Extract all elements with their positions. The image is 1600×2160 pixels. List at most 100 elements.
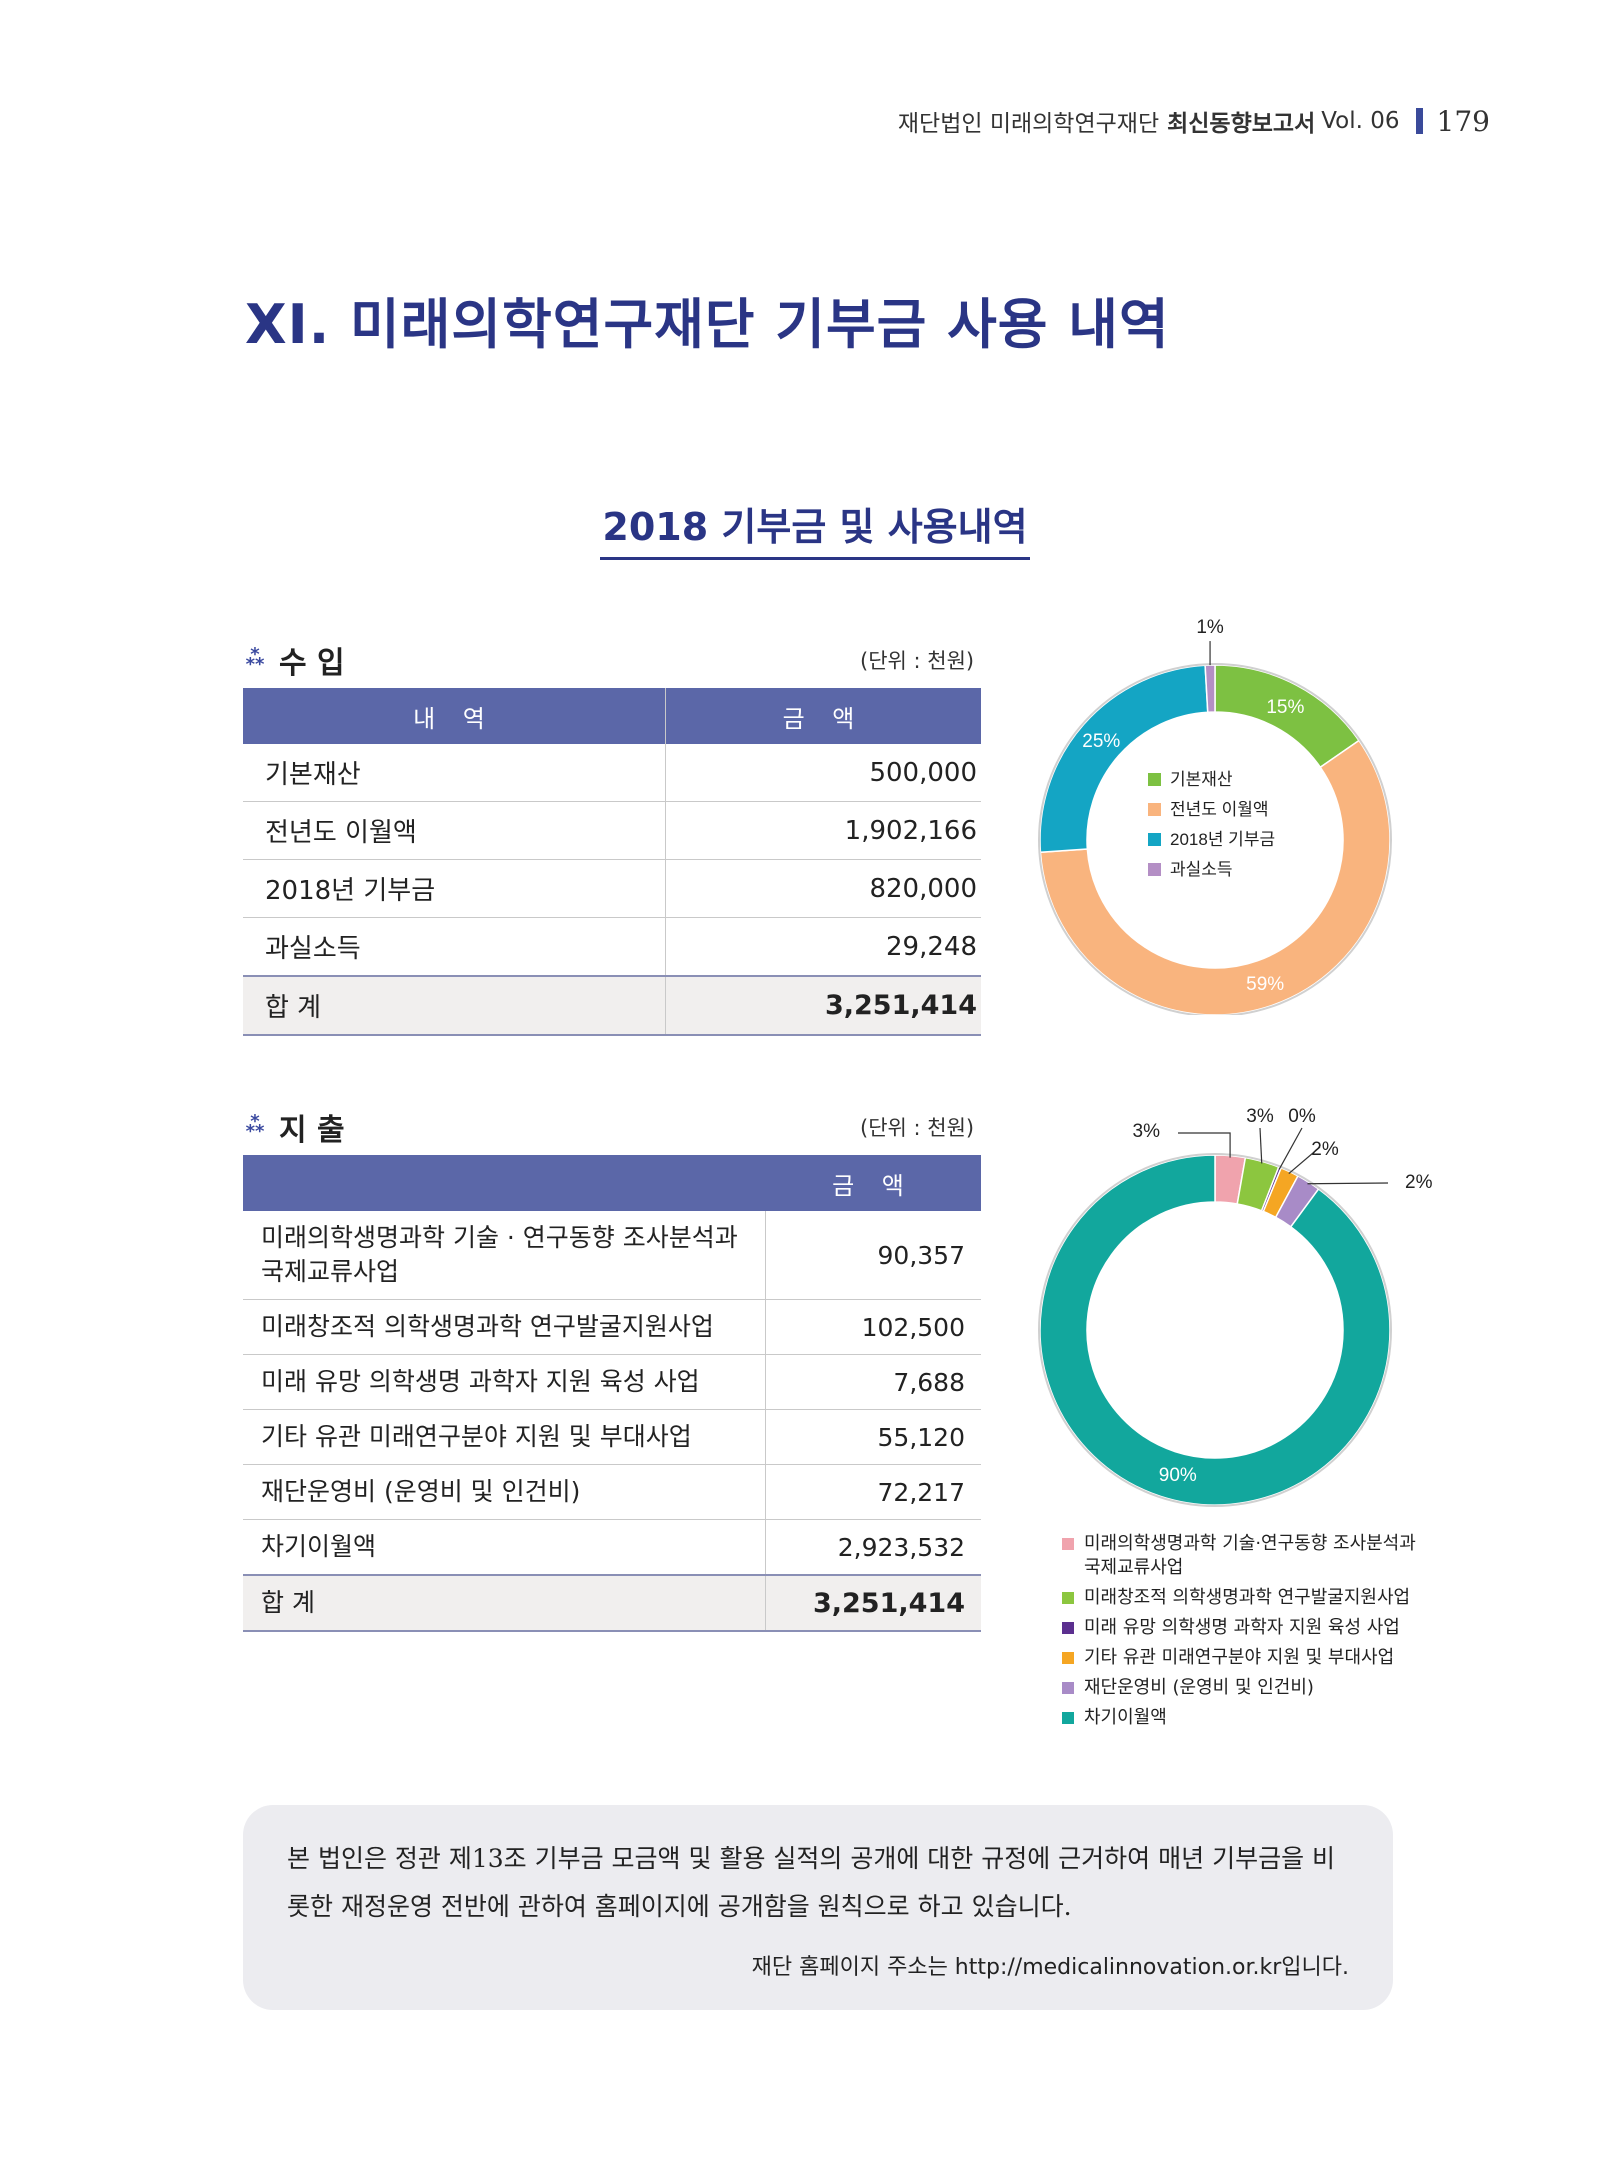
legend-swatch: [1148, 773, 1161, 786]
table-row: 미래창조적 의학생명과학 연구발굴지원사업 102,500: [243, 1299, 981, 1355]
page-number: 179: [1436, 104, 1490, 138]
legend-label: 재단운영비 (운영비 및 인건비): [1084, 1677, 1314, 1698]
legend-item: 미래 유망 의학생명 과학자 지원 육성 사업: [1062, 1616, 1416, 1640]
expense-heading: * ** 지 출: [243, 1105, 345, 1149]
header-divider: [1415, 108, 1423, 134]
row-label: 과실소득: [243, 917, 666, 977]
row-value: 90,357: [764, 1211, 981, 1300]
legend-swatch: [1062, 1622, 1074, 1634]
expense-unit: (단위 : 천원): [860, 1116, 975, 1140]
asterisk-icon: * **: [245, 644, 265, 675]
income-slice-1: [1039, 739, 1391, 1015]
expense-pct-label-0: 3%: [1133, 1121, 1161, 1142]
section-subtitle: 2018 기부금 및 사용내역: [0, 496, 1600, 560]
row-value: 1,902,166: [665, 801, 981, 860]
income-slice-3: [1204, 664, 1216, 713]
table-row: 전년도 이월액 1,902,166: [243, 801, 981, 860]
expense-leader-line: [1259, 1127, 1263, 1164]
expense-slice-5: [1039, 1154, 1391, 1506]
legend-item: 재단운영비 (운영비 및 인건비): [1062, 1676, 1416, 1700]
legend-label: 미래창조적 의학생명과학 연구발굴지원사업: [1084, 1587, 1411, 1608]
expense-heading-text: 지 출: [279, 1113, 345, 1148]
income-pct-label-1: 59%: [1246, 974, 1284, 995]
table-row: 미래의학생명과학 기술 · 연구동향 조사분석과 국제교류사업 90,357: [243, 1211, 981, 1300]
table-row: 기본재산 500,000: [243, 744, 981, 802]
header-report: 최신동향보고서: [1167, 111, 1316, 137]
legend-label: 2018년 기부금: [1170, 830, 1275, 849]
legend-label: 전년도 이월액: [1170, 800, 1269, 819]
expense-leader-line: [1307, 1182, 1389, 1185]
total-value: 3,251,414: [665, 975, 981, 1036]
col-header-amount: 금 액: [765, 1155, 981, 1211]
expense-pct-label-4: 2%: [1405, 1172, 1433, 1193]
expense-leader-line: [1278, 1127, 1303, 1170]
running-header: 재단법인 미래의학연구재단 최신동향보고서 Vol. 06 179: [898, 104, 1490, 138]
legend-label: 미래 유망 의학생명 과학자 지원 육성 사업: [1084, 1617, 1400, 1638]
row-label: 미래의학생명과학 기술 · 연구동향 조사분석과 국제교류사업: [243, 1211, 765, 1300]
row-label: 기타 유관 미래연구분야 지원 및 부대사업: [243, 1409, 765, 1465]
subtitle-text: 2018 기부금 및 사용내역: [600, 505, 1030, 560]
row-label: 2018년 기부금: [243, 859, 666, 918]
income-heading-text: 수 입: [279, 646, 345, 681]
total-value: 3,251,414: [764, 1574, 981, 1632]
row-label: 재단운영비 (운영비 및 인건비): [243, 1464, 765, 1520]
total-label: 합 계: [243, 1574, 765, 1632]
table-row: 기타 유관 미래연구분야 지원 및 부대사업 55,120: [243, 1409, 981, 1465]
note-body: 본 법인은 정관 제13조 기부금 모금액 및 활용 실적의 공개에 대한 규정…: [287, 1844, 1336, 1921]
table-header-row: 내 역 금 액: [243, 688, 981, 744]
legend-swatch: [1148, 803, 1161, 816]
legend-swatch: [1062, 1652, 1074, 1664]
table-row: 미래 유망 의학생명 과학자 지원 육성 사업 7,688: [243, 1354, 981, 1410]
row-value: 820,000: [665, 859, 981, 918]
legend-label: 기타 유관 미래연구분야 지원 및 부대사업: [1084, 1647, 1395, 1668]
total-row: 합 계 3,251,414: [243, 1574, 981, 1632]
row-value: 7,688: [764, 1354, 981, 1410]
legend-item: 차기이월액: [1062, 1706, 1416, 1730]
income-rim: [1038, 663, 1392, 1015]
expense-pct-label-1: 3%: [1246, 1106, 1274, 1127]
row-value: 2,923,532: [764, 1519, 981, 1576]
note-address: 재단 홈페이지 주소는 http://medicalinnovation.or.…: [751, 1955, 1349, 1980]
row-value: 29,248: [665, 917, 981, 977]
total-label: 합 계: [243, 975, 666, 1036]
legend-swatch: [1148, 863, 1161, 876]
legend-swatch: [1148, 833, 1161, 846]
row-value: 500,000: [665, 744, 981, 802]
legend-item: 미래의학생명과학 기술·연구동향 조사분석과 국제교류사업: [1062, 1532, 1416, 1580]
header-org: 재단법인 미래의학연구재단: [897, 111, 1160, 137]
expense-pct-label-5: 90%: [1159, 1465, 1197, 1486]
legend-swatch: [1062, 1592, 1074, 1604]
legend-label: 미래의학생명과학 기술·연구동향 조사분석과 국제교류사업: [1084, 1533, 1416, 1578]
legend-swatch: [1062, 1682, 1074, 1694]
row-value: 72,217: [764, 1464, 981, 1520]
row-label: 미래 유망 의학생명 과학자 지원 육성 사업: [243, 1354, 765, 1410]
table-row: 차기이월액 2,923,532: [243, 1519, 981, 1576]
legend-swatch: [1062, 1712, 1074, 1724]
legend-label: 차기이월액: [1084, 1707, 1167, 1728]
table-header-row: 금 액: [243, 1155, 981, 1211]
expense-pct-label-3: 2%: [1311, 1139, 1339, 1160]
row-label: 전년도 이월액: [243, 801, 666, 860]
income-pct-label-0: 15%: [1266, 697, 1304, 718]
legend-label: 기본재산: [1170, 770, 1233, 789]
income-unit: (단위 : 천원): [860, 649, 975, 673]
legend-item: 미래창조적 의학생명과학 연구발굴지원사업: [1062, 1586, 1416, 1610]
table-row: 2018년 기부금 820,000: [243, 859, 981, 918]
table-row: 재단운영비 (운영비 및 인건비) 72,217: [243, 1464, 981, 1520]
col-header-item: 내 역: [243, 688, 666, 744]
header-vol: Vol. 06: [1321, 108, 1400, 134]
row-label: 미래창조적 의학생명과학 연구발굴지원사업: [243, 1299, 765, 1355]
expense-leader-line: [1178, 1132, 1231, 1158]
page-title: XI. 미래의학연구재단 기부금 사용 내역: [245, 293, 1170, 356]
income-pct-label-3: 1%: [1196, 617, 1224, 638]
income-heading: * ** 수 입: [243, 638, 345, 682]
col-header-amount: 금 액: [665, 688, 981, 744]
expense-donut-chart: 90% 3% 3% 0% 2% 2%: [1038, 1106, 1433, 1507]
income-pct-label-2: 25%: [1082, 731, 1120, 752]
total-row: 합 계 3,251,414: [243, 975, 981, 1036]
row-value: 55,120: [764, 1409, 981, 1465]
row-label: 기본재산: [243, 744, 666, 802]
income-slice-2: [1039, 664, 1209, 854]
expense-rim: [1038, 1153, 1392, 1507]
